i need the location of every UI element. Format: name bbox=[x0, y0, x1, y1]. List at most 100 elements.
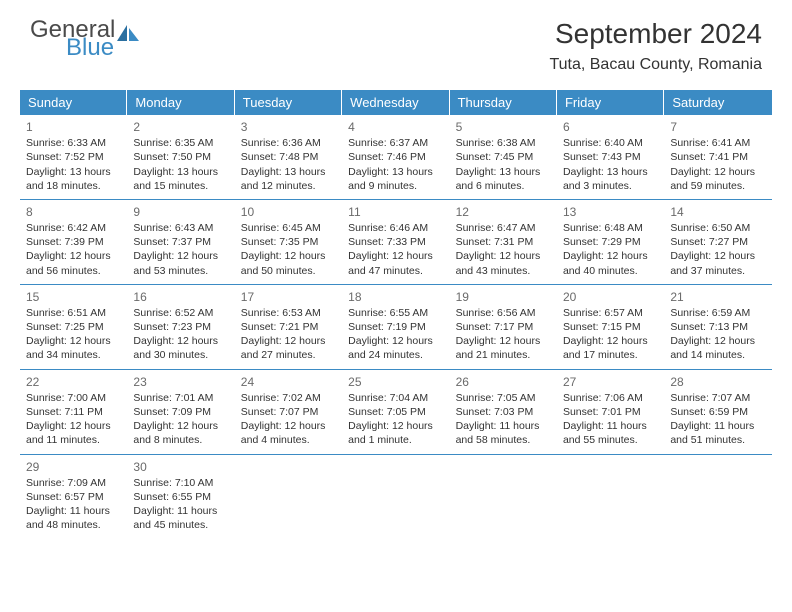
day-number: 1 bbox=[26, 119, 121, 135]
sunset-line: Sunset: 7:07 PM bbox=[241, 405, 336, 419]
sunset-line: Sunset: 7:29 PM bbox=[563, 235, 658, 249]
week-row: 1Sunrise: 6:33 AMSunset: 7:52 PMDaylight… bbox=[20, 115, 772, 200]
location-text: Tuta, Bacau County, Romania bbox=[549, 56, 762, 74]
sunset-line: Sunset: 6:57 PM bbox=[26, 490, 121, 504]
day-cell: 23Sunrise: 7:01 AMSunset: 7:09 PMDayligh… bbox=[127, 370, 234, 454]
day-header-friday: Friday bbox=[557, 90, 664, 115]
sunrise-line: Sunrise: 6:33 AM bbox=[26, 136, 121, 150]
sunrise-line: Sunrise: 6:37 AM bbox=[348, 136, 443, 150]
day-cell: 4Sunrise: 6:37 AMSunset: 7:46 PMDaylight… bbox=[342, 115, 449, 199]
header: General Blue September 2024 Tuta, Bacau … bbox=[0, 0, 792, 82]
day-number: 21 bbox=[670, 289, 765, 305]
sunrise-line: Sunrise: 6:36 AM bbox=[241, 136, 336, 150]
daylight-line: Daylight: 12 hours and 17 minutes. bbox=[563, 334, 658, 362]
sunrise-line: Sunrise: 6:48 AM bbox=[563, 221, 658, 235]
day-cell: 13Sunrise: 6:48 AMSunset: 7:29 PMDayligh… bbox=[557, 200, 664, 284]
day-header-tuesday: Tuesday bbox=[235, 90, 342, 115]
day-number: 2 bbox=[133, 119, 228, 135]
sunrise-line: Sunrise: 7:00 AM bbox=[26, 391, 121, 405]
sunrise-line: Sunrise: 6:38 AM bbox=[456, 136, 551, 150]
sunrise-line: Sunrise: 7:10 AM bbox=[133, 476, 228, 490]
day-cell: 8Sunrise: 6:42 AMSunset: 7:39 PMDaylight… bbox=[20, 200, 127, 284]
sunset-line: Sunset: 7:15 PM bbox=[563, 320, 658, 334]
sunset-line: Sunset: 7:41 PM bbox=[670, 150, 765, 164]
day-number: 13 bbox=[563, 204, 658, 220]
day-number: 16 bbox=[133, 289, 228, 305]
day-number: 4 bbox=[348, 119, 443, 135]
daylight-line: Daylight: 13 hours and 15 minutes. bbox=[133, 165, 228, 193]
daylight-line: Daylight: 12 hours and 24 minutes. bbox=[348, 334, 443, 362]
sunset-line: Sunset: 7:37 PM bbox=[133, 235, 228, 249]
sunrise-line: Sunrise: 6:52 AM bbox=[133, 306, 228, 320]
sunrise-line: Sunrise: 7:06 AM bbox=[563, 391, 658, 405]
day-number: 19 bbox=[456, 289, 551, 305]
sunset-line: Sunset: 7:48 PM bbox=[241, 150, 336, 164]
day-cell: 26Sunrise: 7:05 AMSunset: 7:03 PMDayligh… bbox=[450, 370, 557, 454]
sunrise-line: Sunrise: 6:53 AM bbox=[241, 306, 336, 320]
sunrise-line: Sunrise: 6:51 AM bbox=[26, 306, 121, 320]
daylight-line: Daylight: 12 hours and 4 minutes. bbox=[241, 419, 336, 447]
sunset-line: Sunset: 7:03 PM bbox=[456, 405, 551, 419]
sunrise-line: Sunrise: 6:55 AM bbox=[348, 306, 443, 320]
day-cell: 18Sunrise: 6:55 AMSunset: 7:19 PMDayligh… bbox=[342, 285, 449, 369]
daylight-line: Daylight: 11 hours and 55 minutes. bbox=[563, 419, 658, 447]
day-cell: 14Sunrise: 6:50 AMSunset: 7:27 PMDayligh… bbox=[664, 200, 771, 284]
daylight-line: Daylight: 12 hours and 30 minutes. bbox=[133, 334, 228, 362]
day-number: 11 bbox=[348, 204, 443, 220]
daylight-line: Daylight: 12 hours and 40 minutes. bbox=[563, 249, 658, 277]
day-number: 25 bbox=[348, 374, 443, 390]
day-number: 3 bbox=[241, 119, 336, 135]
week-row: 15Sunrise: 6:51 AMSunset: 7:25 PMDayligh… bbox=[20, 285, 772, 370]
daylight-line: Daylight: 13 hours and 12 minutes. bbox=[241, 165, 336, 193]
day-number: 26 bbox=[456, 374, 551, 390]
day-number: 24 bbox=[241, 374, 336, 390]
daylight-line: Daylight: 13 hours and 3 minutes. bbox=[563, 165, 658, 193]
day-number: 10 bbox=[241, 204, 336, 220]
empty-cell bbox=[664, 455, 771, 539]
day-header-saturday: Saturday bbox=[664, 90, 771, 115]
day-cell: 5Sunrise: 6:38 AMSunset: 7:45 PMDaylight… bbox=[450, 115, 557, 199]
sunset-line: Sunset: 7:35 PM bbox=[241, 235, 336, 249]
empty-cell bbox=[342, 455, 449, 539]
daylight-line: Daylight: 11 hours and 45 minutes. bbox=[133, 504, 228, 532]
sunrise-line: Sunrise: 6:46 AM bbox=[348, 221, 443, 235]
day-cell: 9Sunrise: 6:43 AMSunset: 7:37 PMDaylight… bbox=[127, 200, 234, 284]
day-number: 22 bbox=[26, 374, 121, 390]
day-number: 20 bbox=[563, 289, 658, 305]
sunrise-line: Sunrise: 6:40 AM bbox=[563, 136, 658, 150]
day-cell: 29Sunrise: 7:09 AMSunset: 6:57 PMDayligh… bbox=[20, 455, 127, 539]
daylight-line: Daylight: 12 hours and 8 minutes. bbox=[133, 419, 228, 447]
sunrise-line: Sunrise: 6:47 AM bbox=[456, 221, 551, 235]
daylight-line: Daylight: 12 hours and 37 minutes. bbox=[670, 249, 765, 277]
day-cell: 16Sunrise: 6:52 AMSunset: 7:23 PMDayligh… bbox=[127, 285, 234, 369]
day-cell: 24Sunrise: 7:02 AMSunset: 7:07 PMDayligh… bbox=[235, 370, 342, 454]
day-number: 12 bbox=[456, 204, 551, 220]
daylight-line: Daylight: 12 hours and 59 minutes. bbox=[670, 165, 765, 193]
daylight-line: Daylight: 12 hours and 43 minutes. bbox=[456, 249, 551, 277]
sunset-line: Sunset: 6:59 PM bbox=[670, 405, 765, 419]
day-cell: 3Sunrise: 6:36 AMSunset: 7:48 PMDaylight… bbox=[235, 115, 342, 199]
sunrise-line: Sunrise: 6:35 AM bbox=[133, 136, 228, 150]
day-number: 14 bbox=[670, 204, 765, 220]
sunrise-line: Sunrise: 7:02 AM bbox=[241, 391, 336, 405]
sunset-line: Sunset: 7:23 PM bbox=[133, 320, 228, 334]
sunset-line: Sunset: 7:25 PM bbox=[26, 320, 121, 334]
day-cell: 25Sunrise: 7:04 AMSunset: 7:05 PMDayligh… bbox=[342, 370, 449, 454]
sunrise-line: Sunrise: 6:43 AM bbox=[133, 221, 228, 235]
daylight-line: Daylight: 12 hours and 56 minutes. bbox=[26, 249, 121, 277]
day-number: 28 bbox=[670, 374, 765, 390]
sunrise-line: Sunrise: 7:09 AM bbox=[26, 476, 121, 490]
day-cell: 19Sunrise: 6:56 AMSunset: 7:17 PMDayligh… bbox=[450, 285, 557, 369]
sunrise-line: Sunrise: 7:07 AM bbox=[670, 391, 765, 405]
daylight-line: Daylight: 12 hours and 1 minute. bbox=[348, 419, 443, 447]
day-cell: 10Sunrise: 6:45 AMSunset: 7:35 PMDayligh… bbox=[235, 200, 342, 284]
title-block: September 2024 Tuta, Bacau County, Roman… bbox=[549, 18, 762, 74]
day-cell: 17Sunrise: 6:53 AMSunset: 7:21 PMDayligh… bbox=[235, 285, 342, 369]
daylight-line: Daylight: 12 hours and 27 minutes. bbox=[241, 334, 336, 362]
daylight-line: Daylight: 12 hours and 47 minutes. bbox=[348, 249, 443, 277]
sunset-line: Sunset: 7:27 PM bbox=[670, 235, 765, 249]
empty-cell bbox=[235, 455, 342, 539]
day-header-wednesday: Wednesday bbox=[342, 90, 449, 115]
day-number: 6 bbox=[563, 119, 658, 135]
daylight-line: Daylight: 13 hours and 9 minutes. bbox=[348, 165, 443, 193]
